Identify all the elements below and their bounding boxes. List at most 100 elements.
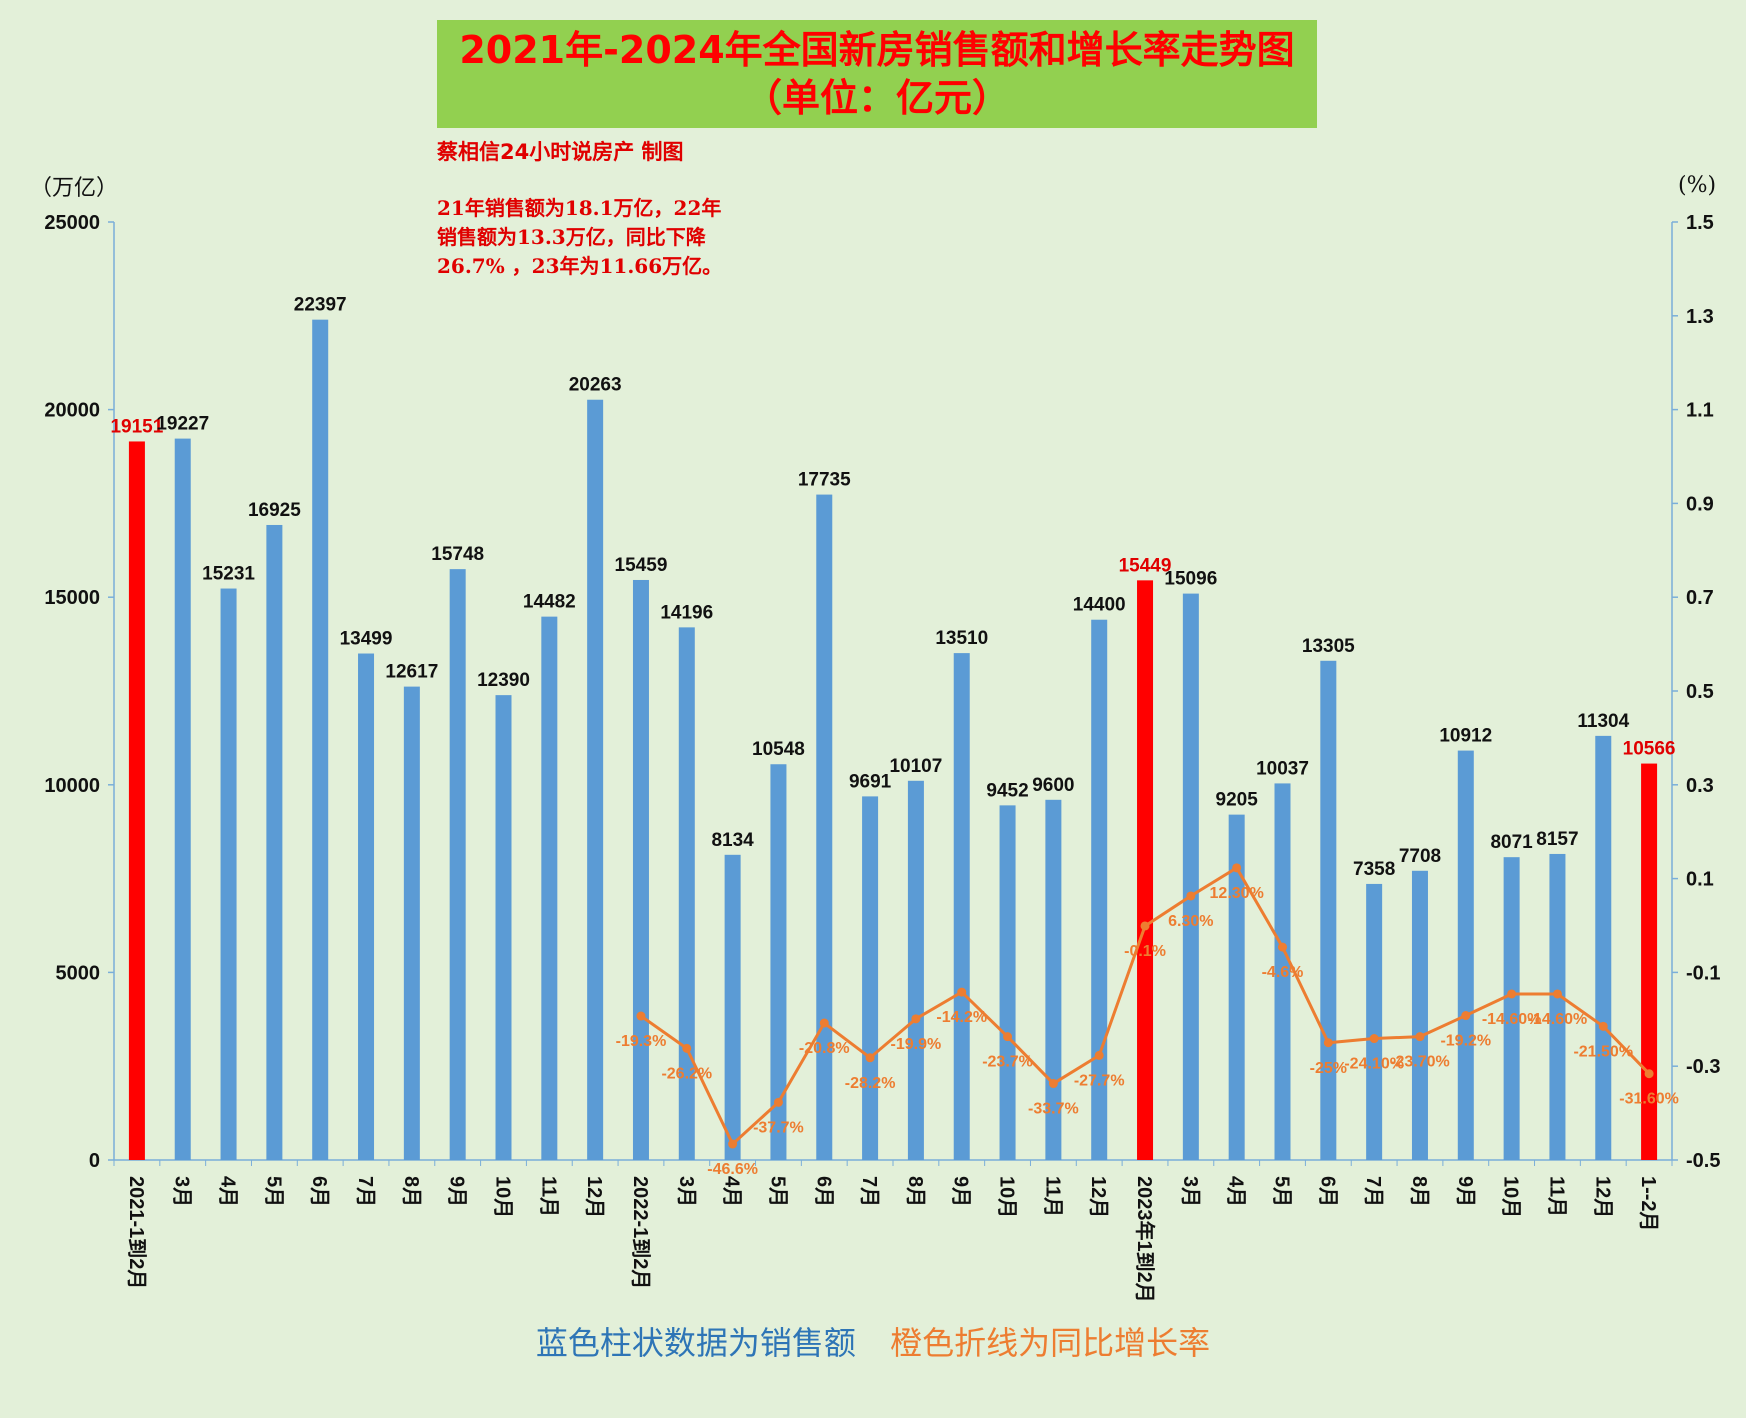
bar bbox=[312, 319, 329, 1160]
bar-value-label: 9691 bbox=[849, 771, 892, 792]
bar bbox=[953, 653, 970, 1160]
right-tick-label: 0.7 bbox=[1686, 587, 1714, 609]
growth-rate-point bbox=[728, 1139, 738, 1149]
right-tick-label: -0.5 bbox=[1686, 1150, 1720, 1172]
bar bbox=[1595, 735, 1612, 1160]
left-tick-label: 10000 bbox=[44, 775, 100, 797]
bar bbox=[1503, 857, 1520, 1160]
x-category-label: 5月 bbox=[766, 1176, 788, 1207]
left-tick-label: 15000 bbox=[44, 587, 100, 609]
growth-rate-point bbox=[1232, 863, 1242, 873]
bar bbox=[358, 653, 375, 1160]
growth-rate-point bbox=[1461, 1011, 1471, 1021]
x-category-label: 10月 bbox=[492, 1176, 514, 1218]
growth-rate-point bbox=[1552, 989, 1562, 999]
bar-value-label: 15449 bbox=[1119, 555, 1172, 576]
bar bbox=[1228, 814, 1245, 1160]
bar-value-label: 12617 bbox=[385, 662, 438, 683]
growth-rate-label: -20.8% bbox=[799, 1040, 850, 1057]
bar-value-label: 14482 bbox=[523, 592, 576, 613]
growth-rate-label: -25% bbox=[1310, 1060, 1347, 1077]
bar bbox=[1045, 799, 1062, 1160]
x-category-label: 9月 bbox=[950, 1176, 972, 1207]
bar-value-label: 10037 bbox=[1256, 758, 1309, 779]
growth-rate-label: -14.60% bbox=[1528, 1011, 1588, 1028]
bar bbox=[587, 399, 604, 1160]
bar bbox=[1274, 783, 1291, 1160]
left-tick-label: 25000 bbox=[44, 212, 100, 234]
chart-subtitle: （单位：亿元） bbox=[743, 75, 1010, 120]
bar bbox=[632, 579, 649, 1160]
left-tick-label: 20000 bbox=[44, 400, 100, 422]
growth-rate-point bbox=[1415, 1032, 1425, 1042]
right-tick-label: -0.1 bbox=[1686, 962, 1720, 984]
x-category-label: 3月 bbox=[1179, 1176, 1201, 1207]
growth-rate-label: -0.1% bbox=[1124, 943, 1166, 960]
bar bbox=[1641, 763, 1658, 1160]
left-tick-label: 5000 bbox=[56, 962, 101, 984]
bar bbox=[1137, 580, 1154, 1160]
x-category-label: 8月 bbox=[1408, 1176, 1430, 1207]
growth-rate-point bbox=[1323, 1038, 1333, 1048]
growth-rate-label: -24.10% bbox=[1344, 1056, 1404, 1073]
growth-rate-point bbox=[911, 1014, 921, 1024]
legend-bar-note: 蓝色柱状数据为销售额 bbox=[535, 1324, 856, 1362]
x-category-label: 6月 bbox=[308, 1176, 330, 1207]
left-axis-unit: （万亿） bbox=[30, 176, 119, 201]
growth-rate-label: -26.2% bbox=[661, 1065, 712, 1082]
bar-value-label: 12390 bbox=[477, 670, 530, 691]
growth-rate-label: -19.9% bbox=[891, 1036, 942, 1053]
bar bbox=[1320, 660, 1337, 1160]
right-tick-label: -0.3 bbox=[1686, 1056, 1720, 1078]
bar-value-label: 19151 bbox=[110, 416, 163, 437]
growth-rate-point bbox=[1003, 1032, 1013, 1042]
growth-rate-label: -19.2% bbox=[1440, 1033, 1491, 1050]
growth-rate-point bbox=[1507, 989, 1517, 999]
right-tick-label: 0.1 bbox=[1686, 869, 1714, 891]
growth-rate-point bbox=[819, 1018, 829, 1028]
growth-rate-label: -23.7% bbox=[982, 1054, 1033, 1071]
legend-line-note: 橙色折线为同比增长率 bbox=[890, 1324, 1211, 1362]
bar bbox=[1549, 853, 1566, 1160]
growth-rate-label: 12.30% bbox=[1210, 885, 1264, 902]
left-tick-label: 0 bbox=[89, 1150, 100, 1172]
growth-rate-label: -14.2% bbox=[936, 1009, 987, 1026]
growth-rate-point bbox=[1278, 942, 1287, 952]
bar-value-label: 7358 bbox=[1353, 859, 1395, 880]
x-category-label: 2021-1到2月 bbox=[125, 1176, 148, 1289]
bar-value-label: 17735 bbox=[798, 470, 851, 491]
bar bbox=[1457, 750, 1474, 1160]
x-category-label: 8月 bbox=[904, 1176, 926, 1207]
x-category-label: 10月 bbox=[996, 1176, 1018, 1218]
bar-value-label: 15748 bbox=[431, 544, 484, 565]
x-category-label: 7月 bbox=[858, 1176, 880, 1207]
x-category-label: 2022-1到2月 bbox=[629, 1176, 652, 1289]
bar-value-label: 20263 bbox=[569, 375, 622, 396]
bar-value-label: 9600 bbox=[1032, 775, 1074, 796]
growth-rate-label: -46.6% bbox=[707, 1161, 758, 1178]
growth-rate-label: -31.60% bbox=[1619, 1091, 1679, 1108]
right-tick-label: 0.5 bbox=[1686, 681, 1714, 703]
x-category-label: 7月 bbox=[1362, 1176, 1384, 1207]
growth-rate-label: -14.60% bbox=[1482, 1011, 1542, 1028]
right-tick-label: 1.5 bbox=[1686, 212, 1714, 234]
x-category-label: 8月 bbox=[400, 1176, 422, 1207]
bar bbox=[770, 764, 787, 1160]
growth-rate-point bbox=[1598, 1021, 1608, 1031]
bar bbox=[1091, 619, 1108, 1160]
x-category-label: 11月 bbox=[1041, 1176, 1063, 1217]
bar-value-label: 8134 bbox=[711, 830, 754, 851]
growth-rate-point bbox=[1644, 1069, 1654, 1079]
bar-value-label: 7708 bbox=[1399, 846, 1441, 867]
x-category-label: 3月 bbox=[675, 1176, 697, 1207]
growth-rate-label: -28.2% bbox=[845, 1075, 896, 1092]
bar-value-label: 13305 bbox=[1302, 636, 1355, 657]
growth-rate-point bbox=[1048, 1079, 1058, 1089]
bar-value-label: 15096 bbox=[1164, 569, 1217, 590]
x-category-label: 6月 bbox=[812, 1176, 834, 1207]
growth-rate-point bbox=[1094, 1050, 1104, 1060]
x-category-label: 9月 bbox=[1454, 1176, 1476, 1207]
right-tick-label: 0.3 bbox=[1686, 775, 1714, 797]
growth-rate-label: -23.70% bbox=[1390, 1054, 1450, 1071]
growth-rate-point bbox=[636, 1011, 646, 1021]
